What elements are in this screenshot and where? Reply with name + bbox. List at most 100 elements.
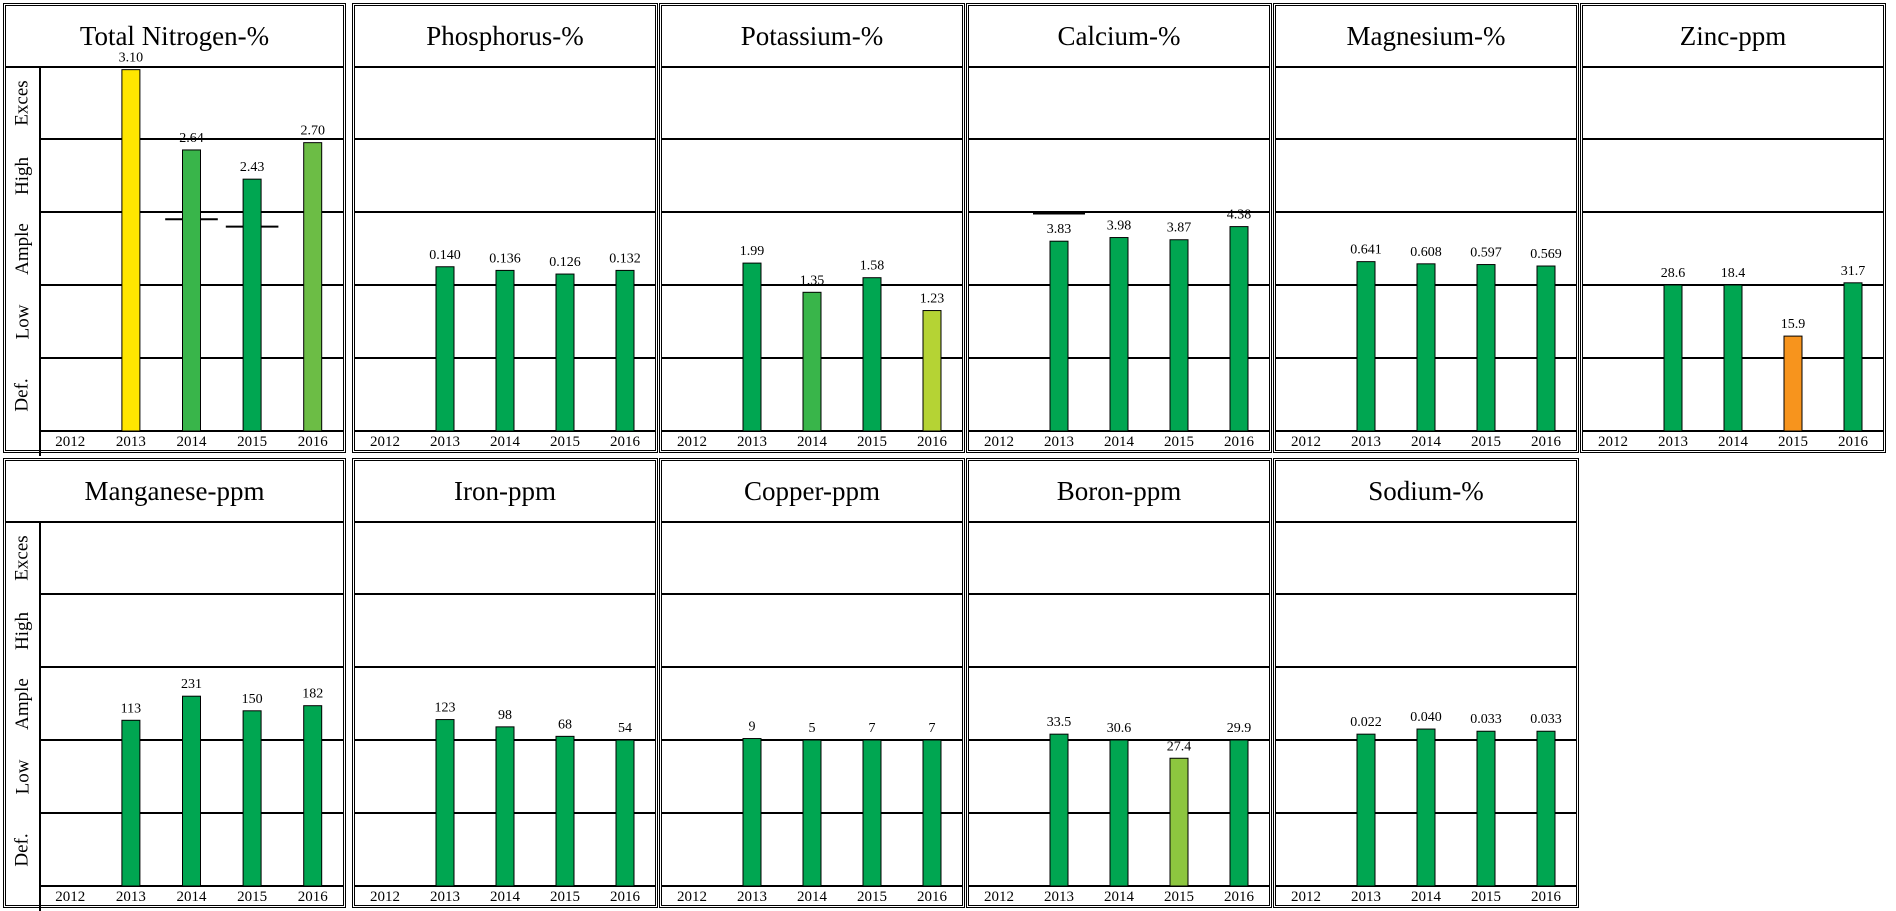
year-tick-label: 2015 xyxy=(1778,434,1808,450)
bar-value-label: 9 xyxy=(749,720,756,735)
band-label-text: Low xyxy=(12,304,34,339)
bar-value-label: 7 xyxy=(929,721,936,736)
year-tick-label: 2013 xyxy=(430,434,460,450)
bar-value-label: 0.132 xyxy=(609,251,641,266)
chart-title: Potassium-% xyxy=(662,6,962,68)
bar-2016 xyxy=(615,739,635,887)
bar-2014 xyxy=(1109,739,1129,887)
year-tick-label: 2013 xyxy=(430,889,460,905)
year-tick-label: 2013 xyxy=(1351,889,1381,905)
bar-2016 xyxy=(1536,265,1556,432)
bar-value-label: 113 xyxy=(121,701,141,716)
bar-value-label: 5 xyxy=(809,721,816,736)
band-label-text: Ample xyxy=(12,222,33,275)
chart-title: Manganese-ppm xyxy=(6,461,343,523)
year-tick-label: 2015 xyxy=(237,889,268,905)
bar-value-label: 1.35 xyxy=(800,273,825,288)
chart-title: Boron-ppm xyxy=(969,461,1269,523)
year-axis: 2012 2013 2014 2015 2016 xyxy=(1276,431,1576,456)
band-label: High xyxy=(6,594,40,667)
year-tick-label: 2013 xyxy=(737,434,767,450)
bar-2014 xyxy=(182,695,201,887)
chart-panel: Potassium-% 1.99 1.35 1.58 1.23 2012 2013 2014 2… xyxy=(659,3,965,453)
year-axis: 2012 2013 2014 2015 2016 xyxy=(662,431,962,456)
chart-panel: Copper-ppm 9 5 7 7 2012 2013 2014 2015 2016 xyxy=(659,458,965,908)
chart-panel: Sodium-% 0.022 0.040 0.033 0.033 2012 2013 2014… xyxy=(1273,458,1579,908)
bar-2014 xyxy=(1109,237,1129,432)
year-tick-label: 2014 xyxy=(176,434,207,450)
year-tick-label: 2015 xyxy=(550,434,580,450)
bar-2016 xyxy=(303,142,323,432)
band-label-text: Exces xyxy=(12,534,33,581)
chart-panel: Magnesium-% 0.641 0.608 0.597 0.569 2012 2013 2… xyxy=(1273,3,1579,453)
year-tick-label: 2012 xyxy=(677,889,707,905)
year-axis: 2012 2013 2014 2015 2016 xyxy=(40,886,343,911)
year-tick-label: 2016 xyxy=(1531,434,1561,450)
year-tick-label: 2016 xyxy=(1224,434,1254,450)
band-label-text: Low xyxy=(12,759,34,794)
bar-plot-area: 3.83 3.98 3.87 4.38 xyxy=(969,138,1269,432)
year-tick-label: 2016 xyxy=(917,434,947,450)
bar-value-label: 0.126 xyxy=(549,255,581,270)
bar-2013 xyxy=(435,719,455,887)
bar-value-label: 1.23 xyxy=(920,292,945,307)
year-tick-label: 2015 xyxy=(1471,434,1501,450)
bar-value-label: 123 xyxy=(435,701,456,716)
chart-title: Zinc-ppm xyxy=(1583,6,1883,68)
year-tick-label: 2012 xyxy=(370,434,400,450)
band-label-column: Exces High Ample Low Def. xyxy=(6,521,40,886)
year-tick-label: 2016 xyxy=(1531,889,1561,905)
year-tick-label: 2015 xyxy=(1164,434,1194,450)
chart-panel: Boron-ppm 33.5 30.6 27.4 29.9 2012 2013 2014 201… xyxy=(966,458,1272,908)
bar-value-label: 18.4 xyxy=(1721,266,1746,281)
bar-value-label: 2.70 xyxy=(300,124,325,139)
bar-value-label: 4.38 xyxy=(1227,208,1252,223)
year-tick-label: 2016 xyxy=(610,889,640,905)
bar-value-label: 29.9 xyxy=(1227,721,1252,736)
bar-value-label: 1.99 xyxy=(740,244,765,259)
year-axis: 2012 2013 2014 2015 2016 xyxy=(355,886,655,911)
bar-2016 xyxy=(1536,730,1556,887)
chart-panel: Iron-ppm 123 98 68 54 2012 2013 2014 2015 2016 xyxy=(352,458,658,908)
year-axis: 2012 2013 2014 2015 2016 xyxy=(40,431,343,456)
bar-value-label: 3.10 xyxy=(119,51,143,66)
bar-2013 xyxy=(121,69,141,432)
chart-title: Total Nitrogen-% xyxy=(6,6,343,68)
band-label-divider xyxy=(39,66,41,456)
band-label: Def. xyxy=(6,358,40,431)
year-tick-label: 2015 xyxy=(1471,889,1501,905)
band-label-text: Def. xyxy=(11,377,33,412)
bar-plot-area: 3.10 2.64 2.43 2.70 xyxy=(40,51,343,432)
band-label: Exces xyxy=(6,521,40,594)
band-label: Low xyxy=(6,285,40,358)
bar-plot-area: 1.99 1.35 1.58 1.23 xyxy=(662,138,962,432)
bar-value-label: 31.7 xyxy=(1841,264,1866,279)
band-label-divider xyxy=(39,521,41,911)
bar-plot-area: 9 5 7 7 xyxy=(662,593,962,887)
year-tick-label: 2015 xyxy=(1164,889,1194,905)
year-tick-label: 2014 xyxy=(797,434,827,450)
bar-value-label: 7 xyxy=(869,721,876,736)
bar-2013 xyxy=(1356,733,1376,887)
chart-panel: Manganese-ppm Exces High Ample Low Def. 113 231… xyxy=(3,458,346,911)
bar-2015 xyxy=(862,739,882,887)
year-axis: 2012 2013 2014 2015 2016 xyxy=(1276,886,1576,911)
band-label: Def. xyxy=(6,813,40,886)
year-tick-label: 2014 xyxy=(797,889,827,905)
bar-plot-area: 33.5 30.6 27.4 29.9 xyxy=(969,593,1269,887)
year-tick-label: 2012 xyxy=(984,889,1014,905)
year-tick-label: 2013 xyxy=(737,889,767,905)
chart-panel: Zinc-ppm 28.6 18.4 15.9 31.7 2012 2013 2014 2015… xyxy=(1580,3,1886,453)
bar-value-label: 68 xyxy=(558,717,572,732)
year-tick-label: 2012 xyxy=(55,889,86,905)
year-tick-label: 2014 xyxy=(1718,434,1748,450)
year-tick-label: 2013 xyxy=(1658,434,1688,450)
chart-title: Copper-ppm xyxy=(662,461,962,523)
bar-2015 xyxy=(1476,264,1496,432)
year-tick-label: 2016 xyxy=(1838,434,1868,450)
year-tick-label: 2016 xyxy=(297,434,328,450)
bar-2013 xyxy=(1356,261,1376,432)
bar-value-label: 0.033 xyxy=(1530,712,1562,727)
bar-value-label: 0.136 xyxy=(489,251,521,266)
bar-2016 xyxy=(303,705,323,887)
